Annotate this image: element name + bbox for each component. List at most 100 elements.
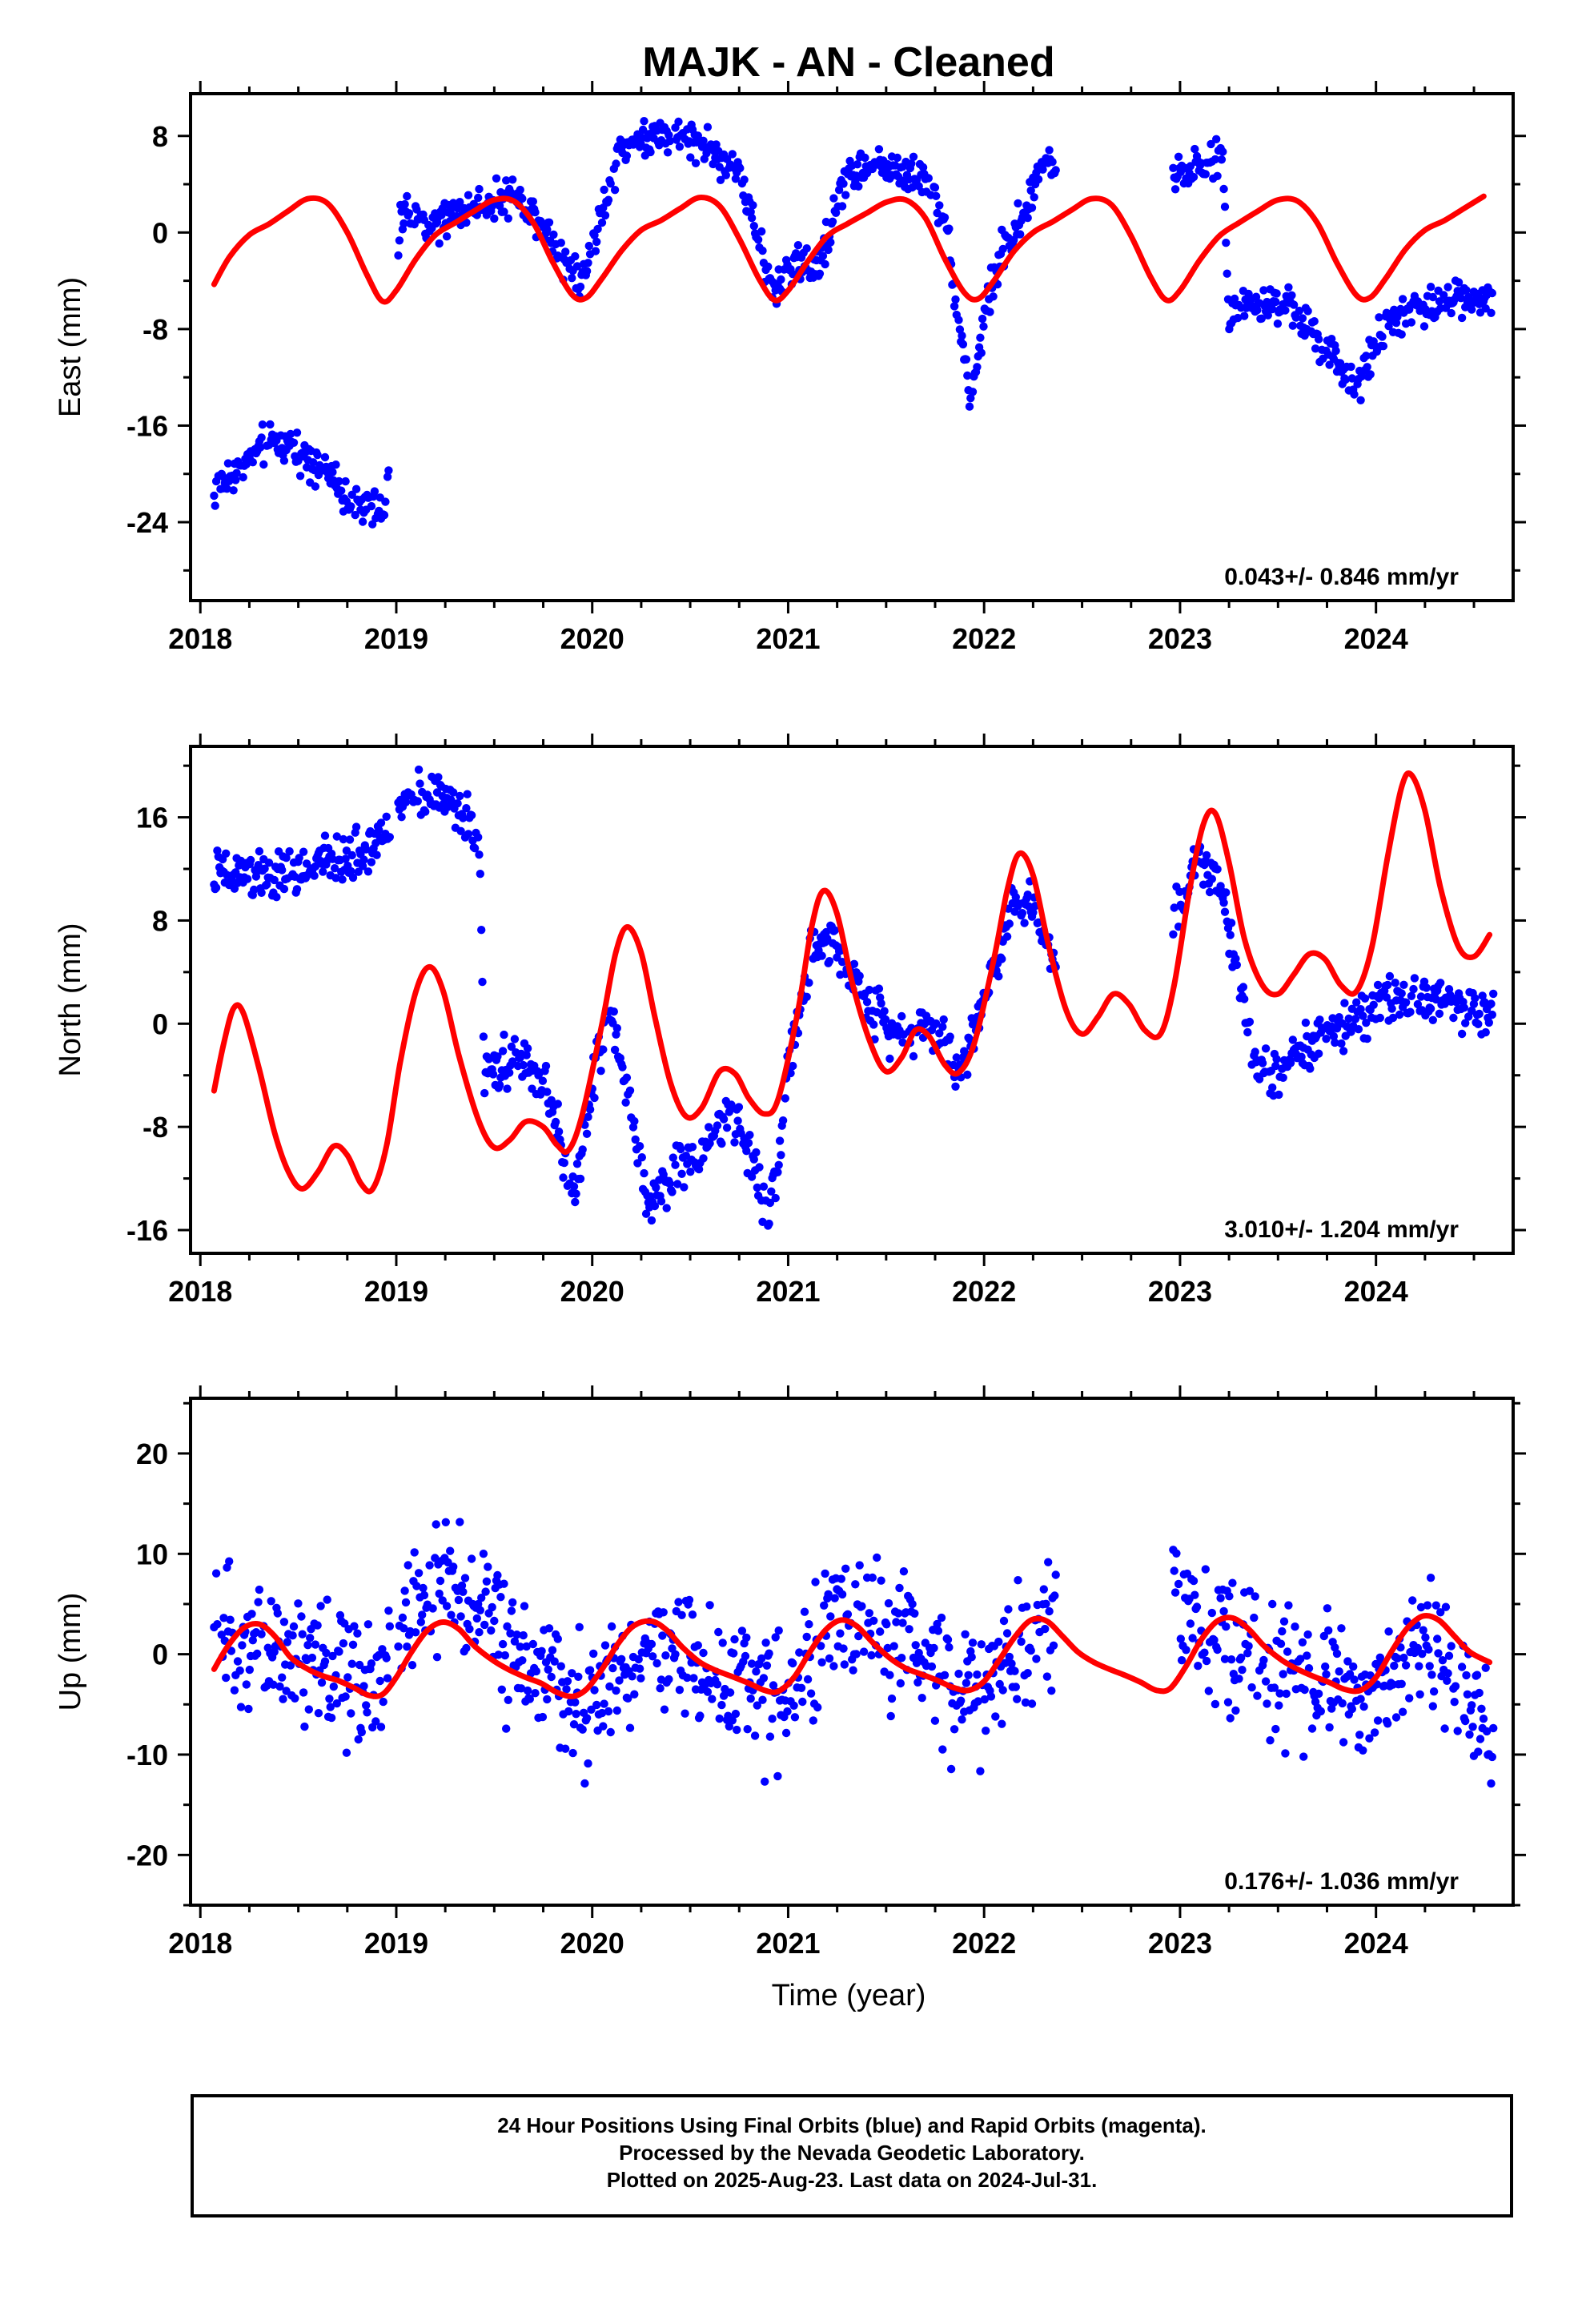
data-point	[403, 1642, 412, 1651]
data-point	[543, 1088, 552, 1096]
data-point	[1189, 172, 1199, 182]
data-point	[917, 1694, 926, 1703]
data-point	[493, 1052, 502, 1061]
data-point	[434, 773, 443, 782]
data-point	[1207, 139, 1215, 149]
data-point	[1244, 1642, 1253, 1651]
data-point	[582, 267, 592, 275]
data-point	[1471, 994, 1480, 1003]
data-point	[1413, 1643, 1423, 1653]
data-point	[986, 1692, 996, 1701]
data-point	[1211, 155, 1220, 164]
x-tick-label: 2022	[952, 622, 1016, 655]
data-point	[320, 452, 330, 462]
data-point	[821, 259, 829, 269]
data-point	[749, 222, 758, 231]
data-point	[259, 460, 268, 469]
data-point	[1384, 1627, 1393, 1636]
data-point	[618, 1063, 627, 1072]
data-point	[962, 355, 971, 364]
data-point	[1449, 1013, 1458, 1023]
data-point	[752, 1148, 761, 1157]
data-point	[456, 1612, 465, 1621]
data-point	[855, 971, 864, 980]
data-point	[994, 972, 1003, 981]
data-point	[849, 959, 859, 969]
data-point	[600, 1699, 608, 1708]
data-point	[211, 883, 221, 892]
data-point	[329, 1682, 338, 1691]
y-tick-label: 0	[152, 1638, 168, 1671]
data-point	[1397, 989, 1406, 998]
data-point	[686, 153, 695, 162]
data-point	[1373, 980, 1383, 990]
data-point	[591, 247, 600, 255]
data-point	[347, 490, 356, 499]
data-point	[1170, 1566, 1178, 1575]
data-point	[1205, 887, 1215, 897]
data-point	[1270, 1683, 1279, 1692]
data-point	[963, 371, 972, 380]
data-point	[1170, 1588, 1180, 1597]
data-point	[777, 1151, 785, 1160]
data-point	[337, 486, 346, 495]
data-point	[1023, 213, 1032, 223]
data-point	[994, 1637, 1003, 1647]
data-point	[1356, 1005, 1365, 1014]
data-point	[1347, 1704, 1357, 1714]
data-layer	[210, 1518, 1498, 1788]
data-point	[823, 934, 832, 943]
data-point	[887, 1694, 897, 1703]
data-point	[943, 1635, 953, 1644]
data-point	[582, 1129, 592, 1139]
data-point	[737, 1626, 747, 1635]
data-point	[771, 1633, 780, 1642]
data-point	[482, 1577, 492, 1586]
data-point	[1271, 297, 1280, 307]
data-point	[572, 262, 582, 271]
y-tick-label: -8	[143, 1111, 168, 1144]
data-point	[1231, 1706, 1240, 1715]
data-point	[1268, 1083, 1277, 1092]
data-layer	[210, 765, 1498, 1230]
figure-title: MAJK - AN - Cleaned	[642, 39, 1054, 86]
data-point	[1039, 1585, 1049, 1594]
x-tick-label: 2023	[1148, 622, 1212, 655]
data-point	[621, 1098, 630, 1107]
data-point	[777, 275, 785, 284]
data-point	[1407, 318, 1416, 327]
data-point	[1322, 1670, 1331, 1679]
x-tick-label: 2022	[952, 1927, 1016, 1960]
data-point	[1324, 1626, 1333, 1635]
data-point	[815, 269, 825, 278]
data-point	[1370, 1728, 1379, 1737]
data-point	[347, 1659, 356, 1668]
data-point	[357, 1727, 366, 1737]
data-point	[289, 1622, 299, 1631]
data-point	[837, 1590, 847, 1599]
data-point	[578, 1725, 587, 1734]
data-point	[1424, 1645, 1433, 1654]
data-point	[636, 1674, 645, 1683]
data-point	[258, 420, 267, 429]
data-point	[817, 1658, 826, 1667]
data-point	[930, 183, 940, 192]
data-point	[1468, 305, 1476, 314]
data-point	[1416, 992, 1426, 1001]
data-point	[522, 1051, 531, 1059]
data-point	[1213, 1645, 1222, 1655]
data-point	[476, 1606, 484, 1615]
data-point	[1482, 1727, 1492, 1736]
data-point	[998, 1686, 1007, 1695]
data-point	[462, 804, 471, 813]
data-point	[968, 388, 978, 396]
data-point	[1251, 1592, 1259, 1601]
data-point	[605, 1682, 614, 1691]
data-point	[1447, 1642, 1456, 1651]
data-point	[363, 1708, 371, 1717]
data-point	[1014, 1576, 1022, 1585]
data-point	[1475, 1009, 1484, 1019]
data-point	[725, 1688, 735, 1697]
data-point	[500, 1030, 508, 1039]
data-point	[1237, 1653, 1246, 1663]
